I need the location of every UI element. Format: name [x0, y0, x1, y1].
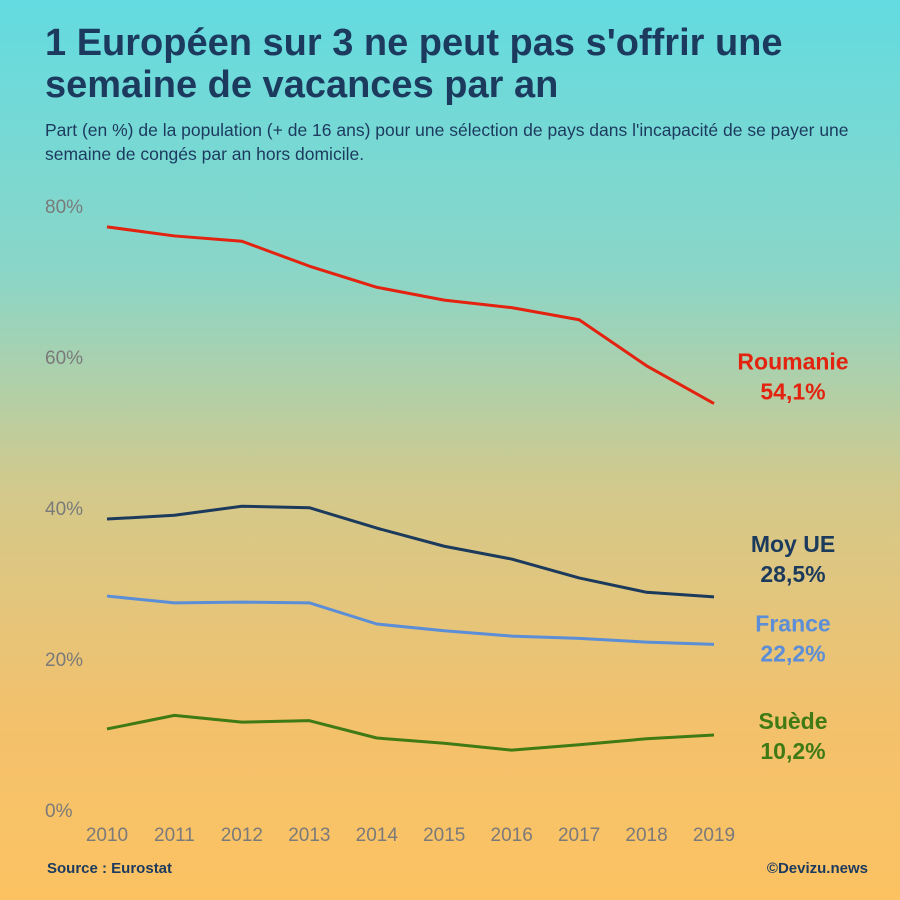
x-tick-label: 2015	[423, 825, 465, 846]
y-tick-label: 60%	[45, 348, 83, 369]
legend-label: Suède	[758, 708, 827, 734]
x-tick-label: 2013	[288, 825, 330, 846]
y-tick-label: 80%	[45, 197, 83, 218]
x-tick-label: 2011	[154, 825, 195, 846]
series-line	[106, 225, 715, 405]
series-line	[106, 713, 715, 752]
chart-title: 1 Européen sur 3 ne peut pas s'offrir un…	[45, 22, 783, 106]
data-label: 10,2%	[760, 738, 825, 764]
chart-subtitle: Part (en %) de la population (+ de 16 an…	[45, 120, 849, 164]
series-line	[106, 504, 715, 599]
x-tick-label: 2019	[693, 825, 735, 846]
x-tick-label: 2016	[491, 825, 533, 846]
data-label: 54,1%	[760, 379, 825, 405]
data-label: 28,5%	[760, 561, 825, 587]
x-tick-label: 2012	[221, 825, 263, 846]
x-tick-label: 2010	[86, 825, 128, 846]
x-tick-label: 2017	[558, 825, 600, 846]
y-tick-label: 40%	[45, 499, 83, 520]
x-tick-label: 2014	[356, 825, 399, 846]
source: Source : Eurostat	[47, 860, 172, 877]
y-tick-label: 20%	[45, 650, 83, 671]
data-label: 22,2%	[760, 640, 825, 666]
legend-label: Roumanie	[737, 349, 848, 375]
series-line	[106, 594, 715, 646]
y-tick-label: 0%	[45, 801, 73, 822]
x-tick-label: 2018	[625, 825, 667, 846]
legend-label: France	[755, 610, 830, 636]
legend-label: Moy UE	[751, 531, 835, 557]
credit: ©Devizu.news	[767, 860, 868, 877]
